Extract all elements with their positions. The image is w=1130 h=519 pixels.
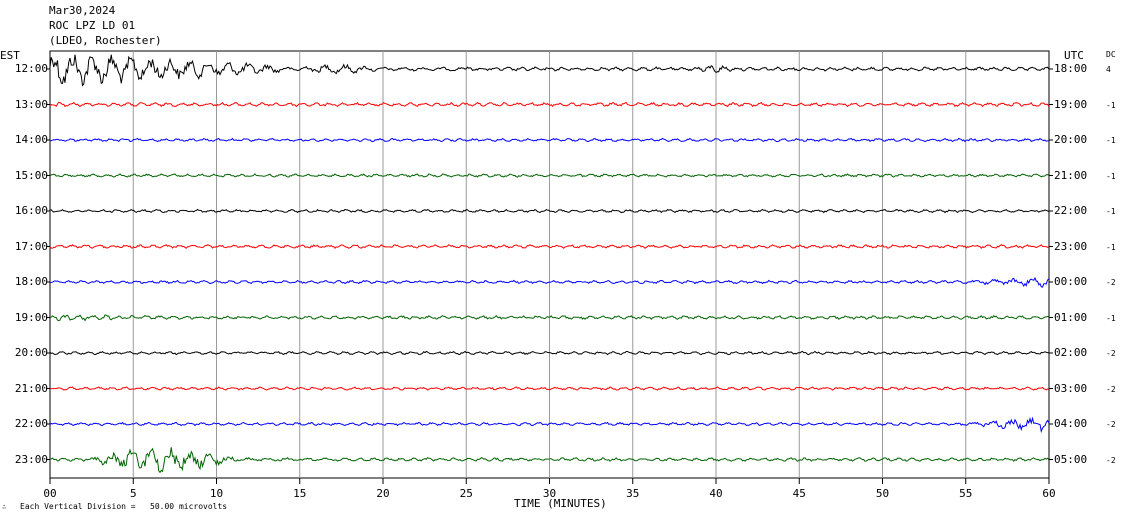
dc-offset-label: 4 [1106, 65, 1111, 74]
x-tick-label: 10 [209, 487, 224, 500]
x-tick-marks [46, 68, 1053, 484]
est-time-label: 16:00 [14, 204, 48, 217]
dc-offset-label: -2 [1106, 384, 1116, 394]
utc-time-label: 01:00 [1054, 310, 1088, 324]
dc-offset-label: -1 [1106, 100, 1116, 110]
dc-offset-label: -2 [1106, 349, 1116, 358]
utc-time-label: 00:00 [1054, 275, 1088, 288]
trace-1400 [49, 137, 1049, 143]
right-zone-label: UTC [1064, 49, 1084, 62]
trace-2100 [49, 386, 1049, 391]
est-time-label: 12:00 [14, 62, 48, 75]
utc-time-label: 05:00 [1054, 452, 1088, 466]
trace-1300 [49, 101, 1050, 108]
x-tick-label: 15 [293, 487, 307, 500]
x-tick-label: 5 [129, 487, 137, 500]
dc-offset-label: -1 [1106, 207, 1116, 216]
corner-mark: ∴ [2, 503, 7, 511]
utc-time-label: 22:00 [1054, 204, 1088, 217]
est-time-label: 14:00 [14, 133, 48, 146]
utc-time-label: 04:00 [1054, 417, 1088, 430]
est-time-label: 19:00 [14, 310, 48, 324]
dc-offset-label: -1 [1106, 242, 1116, 252]
trace-1900 [49, 314, 1049, 322]
utc-time-label: 21:00 [1054, 168, 1088, 182]
x-tick-label: 30 [542, 487, 557, 500]
est-time-label: 18:00 [14, 275, 48, 288]
trace-2300 [49, 447, 1050, 474]
x-tick-label: 45 [792, 487, 806, 500]
x-tick-label: 20 [376, 487, 390, 500]
dc-offset-label: -2 [1106, 455, 1116, 465]
scale-note: Each Vertical Division = 50.00 microvolt… [20, 502, 228, 511]
seismogram-traces [49, 54, 1050, 474]
est-time-label: 23:00 [14, 452, 48, 466]
dc-offset-label: -1 [1106, 136, 1116, 145]
utc-time-label: 23:00 [1054, 239, 1088, 253]
station-label: ROC LPZ LD 01 [49, 19, 136, 32]
trace-1500 [49, 173, 1049, 178]
est-time-label: 20:00 [14, 346, 48, 359]
x-axis-label: TIME (MINUTES) [514, 497, 607, 510]
dc-offset-label: -1 [1106, 171, 1116, 181]
est-time-label: 21:00 [14, 381, 48, 395]
est-time-label: 15:00 [14, 168, 48, 182]
utc-time-label: 03:00 [1054, 381, 1088, 395]
date-label: Mar30,2024 [49, 4, 116, 17]
x-tick-label: 60 [1042, 487, 1056, 500]
dc-header-label: DC [1106, 50, 1116, 59]
trace-2000 [49, 350, 1049, 356]
x-tick-label: 00 [43, 487, 57, 500]
utc-time-label: 18:00 [1054, 62, 1088, 75]
x-tick-label: 35 [626, 487, 640, 500]
utc-time-label: 20:00 [1054, 133, 1088, 146]
est-time-label: 13:00 [14, 97, 48, 111]
trace-1700 [49, 244, 1049, 250]
network-label: (LDEO, Rochester) [49, 34, 162, 47]
dc-offset-label: -2 [1106, 278, 1116, 287]
x-tick-label: 25 [459, 487, 473, 500]
x-tick-label: 55 [959, 487, 973, 500]
x-tick-label: 40 [709, 487, 723, 500]
dc-offset-label: -2 [1106, 420, 1116, 429]
trace-1600 [49, 208, 1049, 214]
trace-1800 [49, 276, 1050, 288]
est-time-label: 17:00 [14, 239, 48, 253]
trace-2200 [49, 416, 1050, 434]
x-tick-label: 50 [875, 487, 890, 500]
dc-offset-label: -1 [1106, 313, 1116, 323]
utc-time-label: 19:00 [1054, 97, 1088, 111]
trace-1200 [49, 54, 1050, 87]
plot-grid [49, 50, 1050, 479]
left-zone-label: EST [0, 49, 20, 62]
est-time-label: 22:00 [14, 417, 48, 430]
utc-time-label: 02:00 [1054, 346, 1088, 359]
